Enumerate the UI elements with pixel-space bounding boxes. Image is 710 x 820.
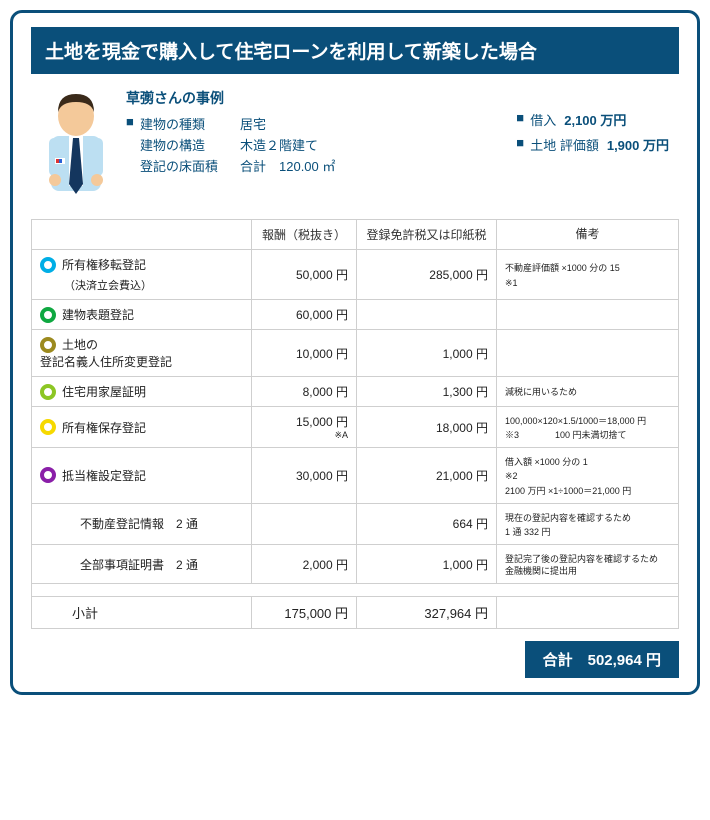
spec-value: 木造２階建て: [240, 135, 318, 154]
note-line: 借入額 ×1000 分の 1: [505, 456, 670, 468]
ring-icon: [40, 384, 56, 400]
person-icon: [31, 86, 121, 206]
spec-row: ■土地 評価額 1,900 万円: [516, 135, 669, 154]
square-bullet: ■: [516, 110, 530, 129]
table-row: 抵当権設定登記 30,000 円21,000 円借入額 ×1000 分の 1 ※2 2…: [32, 448, 679, 503]
spec-label: 建物の種類: [140, 114, 240, 133]
fee-cell: 8,000 円: [252, 377, 357, 407]
square-bullet: [126, 156, 140, 175]
tax-cell: 664 円: [357, 503, 497, 544]
tax-cell: 21,000 円: [357, 448, 497, 503]
table-row: 土地の登記名義人住所変更登記 10,000 円1,000 円: [32, 330, 679, 377]
table-row: 所有権保存登記 15,000 円※A18,000 円 100,000×120×1.5…: [32, 407, 679, 448]
subtotal-tax: 327,964 円: [357, 597, 497, 629]
item-name: 建物表題登記: [62, 308, 134, 322]
note-line: 現在の登記内容を確認するため: [505, 512, 670, 524]
tax-cell: 285,000 円: [357, 250, 497, 300]
item-name: 抵当権設定登記: [62, 469, 146, 483]
table-row: 不動産登記情報 2 通 664 円現在の登記内容を確認するため 1 通 332 円: [32, 503, 679, 544]
subtotal-row: 小計175,000 円327,964 円: [32, 597, 679, 629]
tax-cell: 1,000 円: [357, 544, 497, 583]
fee-cell: 2,000 円: [252, 544, 357, 583]
col-head-note: 備考: [497, 220, 679, 250]
fee-table: 報酬（税抜き） 登録免許税又は印紙税 備考 所有権移転登記 （決済立会費込） 50,…: [31, 219, 679, 629]
note-line: 1 通 332 円: [505, 526, 670, 538]
note-line: 2100 万円 ×1÷1000＝21,000 円: [505, 485, 670, 497]
square-bullet: ■: [126, 114, 140, 133]
col-head-tax: 登録免許税又は印紙税: [357, 220, 497, 250]
note-line: ※3 100 円未満切捨て: [505, 429, 670, 441]
subtotal-fee: 175,000 円: [252, 597, 357, 629]
note-line: 不動産評価額 ×1000 分の 15: [505, 262, 670, 274]
note-line: ※2: [505, 470, 670, 482]
square-bullet: ■: [516, 135, 530, 154]
table-row: 建物表題登記 60,000 円: [32, 300, 679, 330]
note-line: ※1: [505, 277, 670, 289]
right-specs: ■借入 2,100 万円 ■土地 評価額 1,900 万円: [516, 104, 669, 160]
fee-cell: 30,000 円: [252, 448, 357, 503]
spec-value: 合計 120.00 ㎡: [240, 156, 335, 175]
case-card: 土地を現金で購入して住宅ローンを利用して新築した場合 草彅さんの事例 ■建物の種…: [10, 10, 700, 695]
fee-cell: 10,000 円: [252, 330, 357, 377]
table-row: 全部事項証明書 2 通 2,000 円1,000 円登記完了後の登記内容を確認する…: [32, 544, 679, 583]
spec-label: 建物の構造: [140, 135, 240, 154]
tax-cell: 1,300 円: [357, 377, 497, 407]
spec-value: 居宅: [240, 114, 266, 133]
fee-cell: 50,000 円: [252, 250, 357, 300]
ring-icon: [40, 307, 56, 323]
person-illustration: [31, 86, 126, 211]
table-row: 所有権移転登記 （決済立会費込） 50,000 円285,000 円不動産評価額 ×…: [32, 250, 679, 300]
note-line: 登記完了後の登記内容を確認するため 金融機関に提出用: [505, 553, 670, 577]
spec-row: ■借入 2,100 万円: [516, 110, 669, 129]
item-name: 土地の登記名義人住所変更登記: [40, 338, 172, 369]
fee-cell: [252, 503, 357, 544]
note-line: 減税に用いるため: [505, 386, 670, 398]
item-name: 所有権保存登記: [62, 421, 146, 435]
ring-icon: [40, 419, 56, 435]
item-name: 所有権移転登記: [62, 258, 146, 272]
item-name: 住宅用家屋証明: [62, 385, 146, 399]
info-block: 草彅さんの事例 ■建物の種類居宅建物の構造木造２階建て登記の床面積合計 120.…: [31, 86, 679, 211]
spec-label: 登記の床面積: [140, 156, 240, 175]
spec-value: 1,900 万円: [607, 135, 669, 154]
item-name: 全部事項証明書 2 通: [80, 558, 198, 572]
fee-subnote: ※A: [260, 430, 348, 441]
note-line: 100,000×120×1.5/1000＝18,000 円: [505, 415, 670, 427]
tax-cell: 18,000 円: [357, 407, 497, 448]
table-head-row: 報酬（税抜き） 登録免許税又は印紙税 備考: [32, 220, 679, 250]
spec-label: 借入: [530, 110, 556, 129]
ring-icon: [40, 467, 56, 483]
spec-value: 2,100 万円: [564, 110, 626, 129]
col-head-fee: 報酬（税抜き）: [252, 220, 357, 250]
subtotal-label: 小計: [32, 597, 252, 629]
table-row: 住宅用家屋証明 8,000 円1,300 円減税に用いるため: [32, 377, 679, 407]
tax-cell: 1,000 円: [357, 330, 497, 377]
item-name: 不動産登記情報 2 通: [80, 517, 198, 531]
square-bullet: [126, 135, 140, 154]
title-bar: 土地を現金で購入して住宅ローンを利用して新築した場合: [31, 27, 679, 74]
spec-label: 土地 評価額: [530, 135, 599, 154]
ring-icon: [40, 257, 56, 273]
col-head-name: [32, 220, 252, 250]
grand-total: 合計 502,964 円: [525, 641, 679, 678]
fee-cell: 15,000 円※A: [252, 407, 357, 448]
tax-cell: [357, 300, 497, 330]
fee-cell: 60,000 円: [252, 300, 357, 330]
item-sub: （決済立会費込）: [64, 277, 243, 293]
ring-icon: [40, 337, 56, 353]
